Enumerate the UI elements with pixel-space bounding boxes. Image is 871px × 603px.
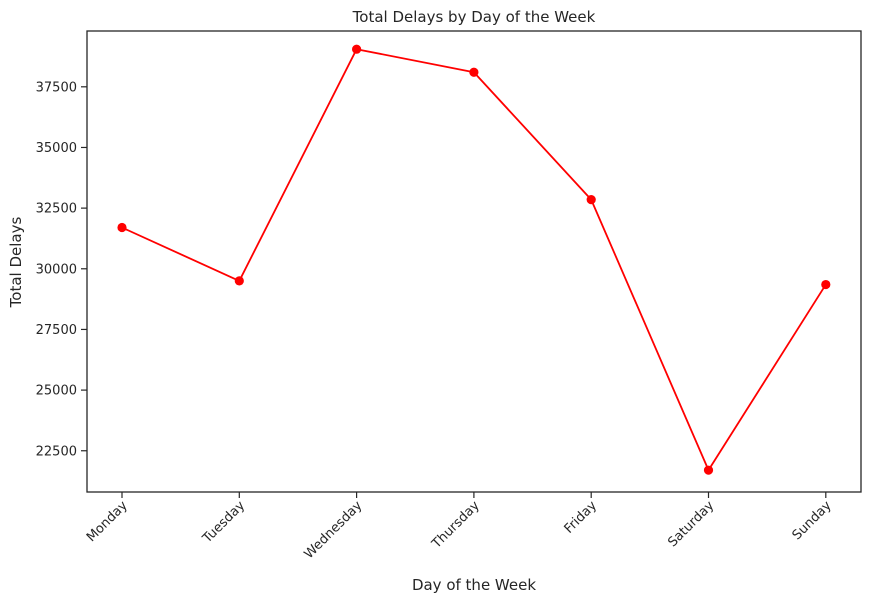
data-point-monday: [117, 222, 127, 233]
chart-title: Total Delays by Day of the Week: [352, 8, 596, 26]
y-tick-label: 25000: [36, 384, 77, 399]
plot-frame: [86, 30, 862, 493]
y-axis-ticks: 22500 25000 27500 30000 32500 35000 37500: [36, 80, 87, 459]
data-point-wednesday: [352, 44, 362, 54]
data-point-sunday: [821, 279, 831, 290]
data-point-friday: [586, 195, 596, 205]
x-axis-title: Day of the Week: [412, 576, 536, 594]
y-axis-title: Total Delays: [7, 217, 25, 309]
y-tick-label: 27500: [36, 323, 77, 338]
y-tick-label: 35000: [36, 141, 77, 156]
y-tick-label: 30000: [36, 262, 77, 277]
data-point-tuesday: [234, 276, 244, 286]
series-layer: [117, 44, 831, 475]
data-point-saturday: [703, 465, 714, 475]
y-tick-label: 32500: [36, 202, 77, 217]
data-point-thursday: [469, 67, 479, 77]
y-tick-label: 37500: [36, 80, 77, 95]
y-tick-label: 22500: [36, 444, 77, 459]
